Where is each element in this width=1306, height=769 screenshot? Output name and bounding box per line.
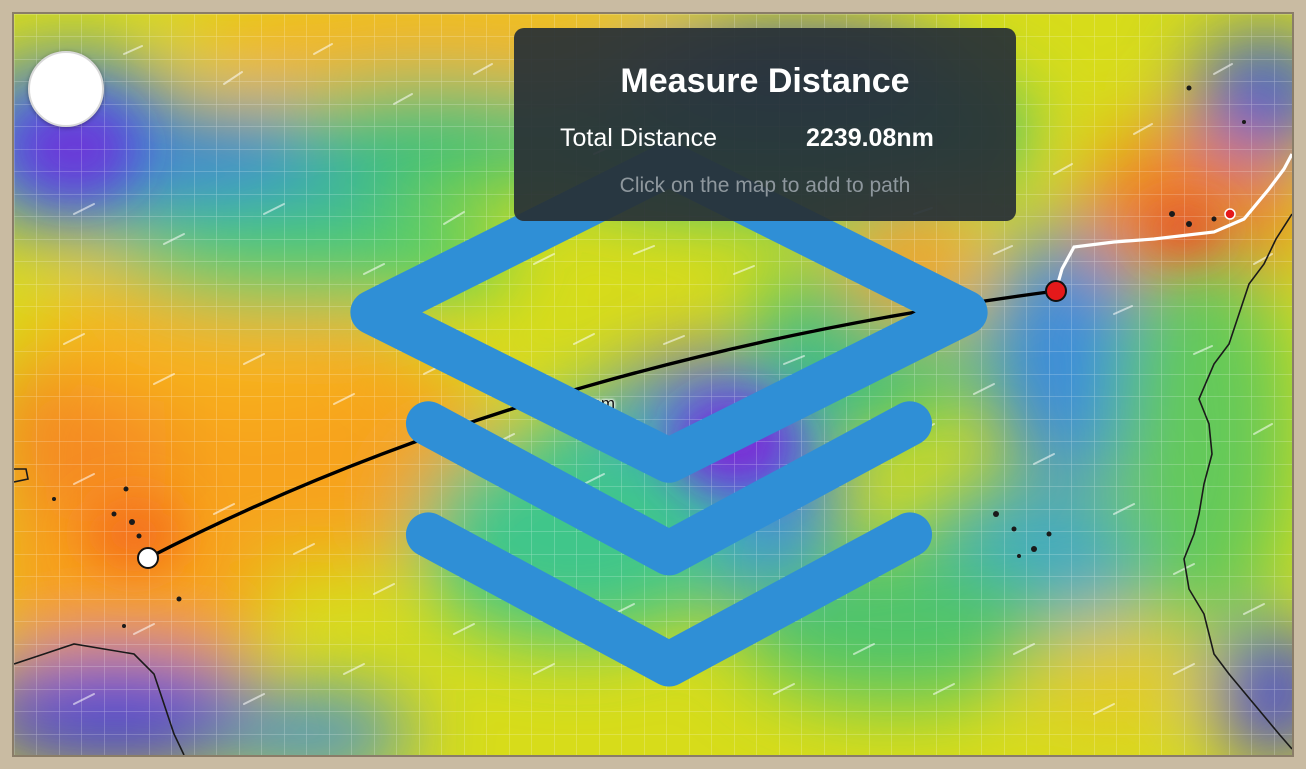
total-distance-label: Total Distance (560, 124, 718, 152)
total-distance-value: 2239.08nm (806, 124, 934, 152)
land-route-line (1054, 153, 1292, 291)
panel-title: Measure Distance (620, 62, 910, 100)
instruction-hint: Click on the map to add to path (619, 174, 911, 197)
measure-distance-panel: Measure Distance Total Distance 2239.08n… (514, 28, 1016, 221)
close-button[interactable] (968, 44, 998, 74)
waypoint-marker[interactable] (1224, 208, 1236, 220)
wind-particles (53, 43, 1273, 715)
coastlines (14, 213, 1292, 755)
close-icon (968, 44, 1292, 755)
weather-map[interactable]: 2239.08nm Measure Distance Total Distanc… (14, 14, 1292, 755)
start-point-marker[interactable] (137, 547, 159, 569)
layers-button[interactable] (28, 51, 988, 687)
end-point-marker[interactable] (1045, 280, 1067, 302)
layers-stack-icon (350, 141, 988, 687)
